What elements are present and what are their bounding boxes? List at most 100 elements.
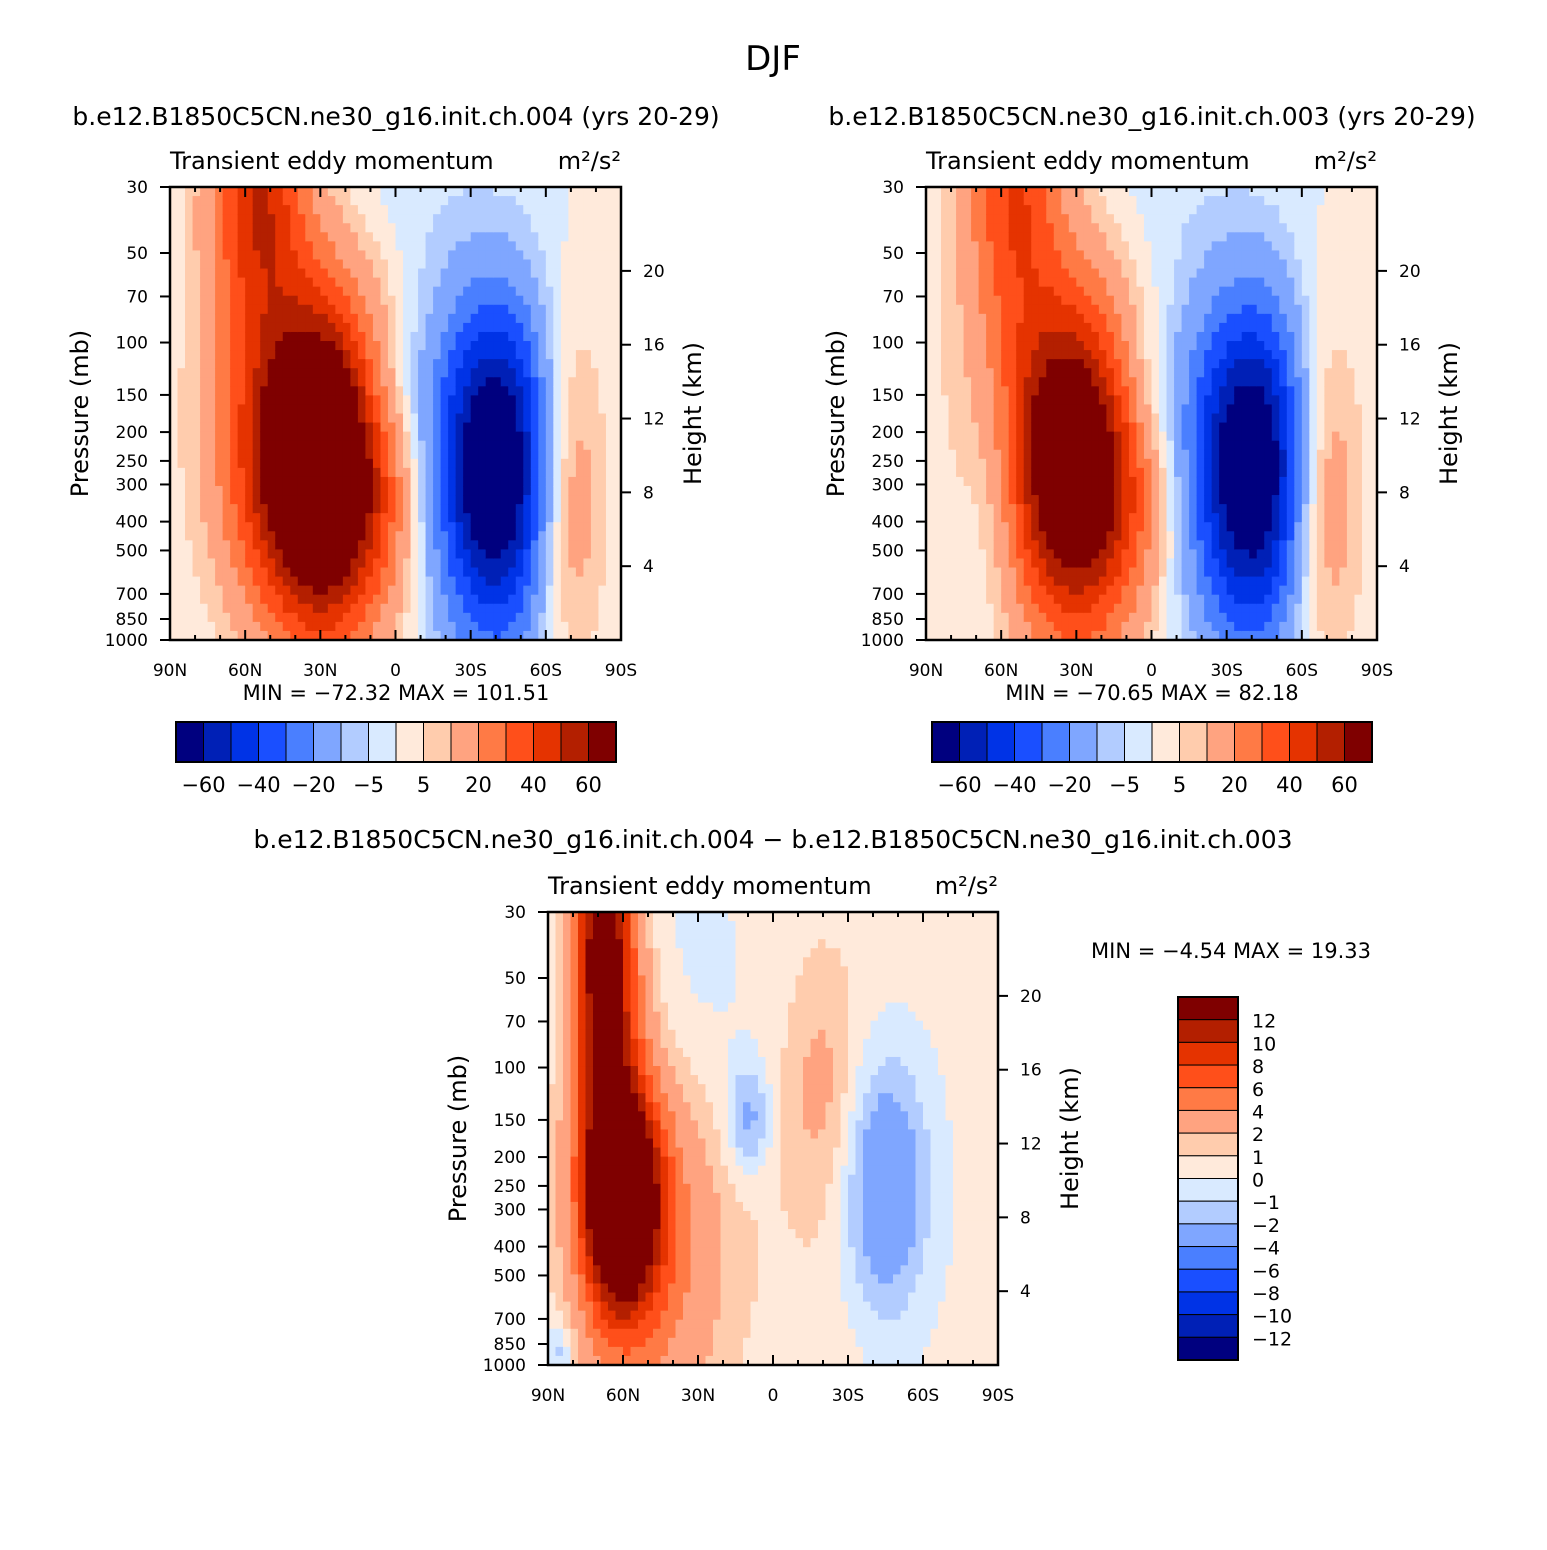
field-cell	[1196, 286, 1205, 297]
field-cell	[575, 250, 585, 261]
field-cell	[1106, 341, 1115, 351]
field-cell	[342, 621, 351, 632]
field-cell	[372, 286, 382, 297]
field-cell	[342, 196, 351, 206]
field-cell	[583, 549, 592, 560]
field-cell	[993, 350, 1002, 360]
field-cell	[380, 612, 389, 623]
field-cell	[177, 214, 186, 224]
field-cell	[948, 594, 957, 605]
field-cell	[312, 603, 321, 614]
field-cell	[297, 196, 306, 206]
field-cell	[372, 431, 382, 442]
field-cell	[515, 205, 524, 215]
field-cell	[448, 413, 457, 424]
field-cell	[1061, 214, 1070, 224]
field-cell	[215, 395, 224, 406]
field-cell	[1128, 268, 1138, 279]
field-cell	[583, 250, 592, 261]
field-cell	[1053, 313, 1062, 324]
field-cell	[993, 341, 1002, 351]
field-cell	[207, 449, 216, 460]
field-cell	[372, 350, 382, 360]
field-cell	[523, 476, 532, 487]
field-cell	[455, 268, 464, 279]
field-cell	[297, 295, 306, 306]
field-cell	[986, 576, 995, 587]
field-cell	[177, 630, 186, 641]
field-cell	[575, 268, 585, 279]
field-cell	[978, 386, 987, 396]
field-cell	[1166, 241, 1175, 252]
field-cell	[395, 567, 404, 578]
field-cell	[403, 476, 412, 487]
field-cell	[260, 504, 269, 514]
field-cell	[470, 540, 479, 550]
field-cell	[1076, 413, 1085, 424]
field-cell	[372, 630, 382, 641]
field-cell	[1128, 313, 1138, 324]
field-cell	[485, 467, 494, 478]
field-cell	[215, 277, 224, 288]
field-cell	[1204, 214, 1213, 224]
field-cell	[290, 232, 299, 242]
field-cell	[192, 621, 201, 632]
field-cell	[971, 504, 980, 514]
field-cell	[215, 241, 224, 252]
field-cell	[425, 431, 434, 442]
field-cell	[455, 377, 464, 387]
field-cell	[978, 232, 987, 242]
field-cell	[455, 350, 464, 360]
field-cell	[515, 350, 524, 360]
field-cell	[515, 295, 524, 306]
field-cell	[200, 603, 209, 614]
field-cell	[933, 286, 942, 297]
field-cell	[493, 232, 502, 242]
field-cell	[1046, 476, 1055, 487]
field-cell	[485, 540, 494, 550]
colorbar-swatch	[588, 721, 617, 763]
field-cell	[926, 522, 935, 532]
field-cell	[1061, 531, 1070, 541]
field-cell	[508, 585, 517, 596]
field-cell	[1136, 558, 1145, 569]
field-cell	[200, 368, 209, 378]
field-cell	[1038, 531, 1047, 541]
field-cell	[267, 630, 276, 641]
y-tick-label: 250	[116, 452, 148, 472]
field-cell	[1001, 223, 1010, 233]
field-cell	[320, 603, 329, 614]
field-cell	[418, 187, 427, 197]
field-cell	[956, 322, 965, 333]
field-cell	[971, 377, 980, 387]
field-cell	[470, 458, 479, 469]
field-cell	[523, 341, 532, 351]
field-cell	[230, 277, 239, 288]
field-cell	[948, 259, 957, 270]
field-cell	[1083, 395, 1092, 406]
field-cell	[425, 214, 434, 224]
field-cell	[403, 386, 412, 396]
field-cell	[1053, 259, 1062, 270]
field-cell	[350, 268, 359, 279]
field-cell	[1143, 458, 1153, 469]
field-cell	[538, 458, 547, 469]
field-cell	[170, 522, 179, 532]
field-cell	[530, 241, 539, 252]
field-cell	[207, 304, 216, 315]
field-cell	[305, 585, 314, 596]
field-cell	[395, 504, 404, 514]
field-cell	[1181, 250, 1190, 261]
field-cell	[926, 585, 935, 596]
field-cell	[1098, 495, 1107, 505]
field-cell	[342, 304, 351, 315]
field-cell	[470, 223, 479, 233]
field-cell	[297, 313, 306, 324]
field-cell	[508, 359, 517, 369]
field-cell	[260, 513, 269, 523]
field-cell	[1046, 268, 1055, 279]
field-cell	[926, 603, 935, 614]
field-cell	[1106, 540, 1115, 550]
field-cell	[470, 187, 479, 197]
field-cell	[993, 531, 1002, 541]
